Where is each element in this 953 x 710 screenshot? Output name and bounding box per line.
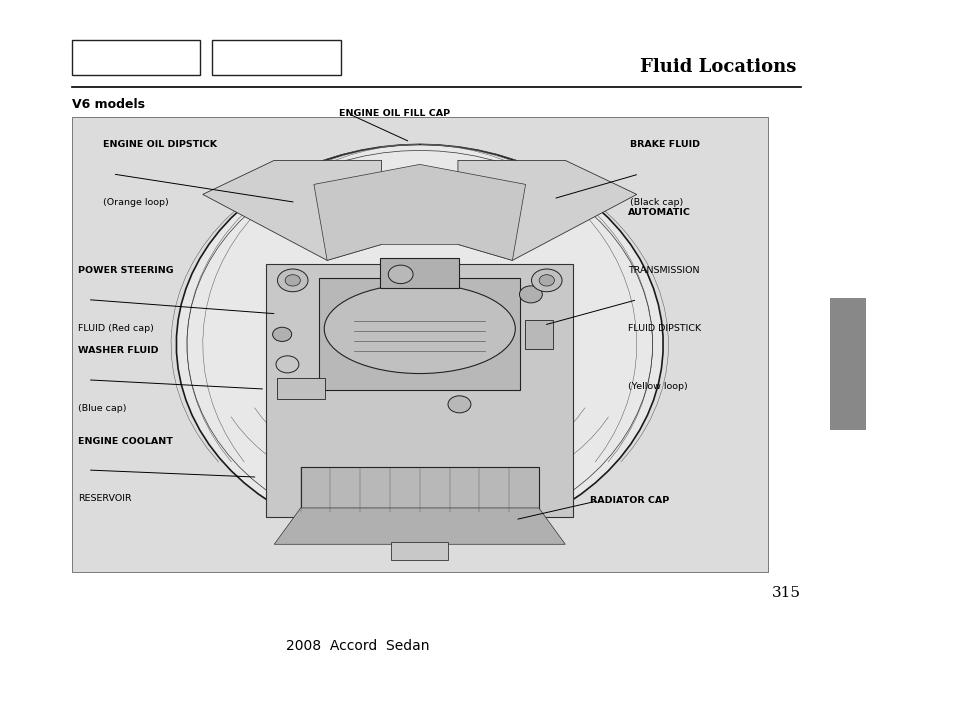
Text: RADIATOR CAP: RADIATOR CAP <box>589 496 668 505</box>
Text: BRAKE FLUID: BRAKE FLUID <box>629 141 699 150</box>
Text: (Orange loop): (Orange loop) <box>103 198 169 207</box>
Polygon shape <box>457 160 636 261</box>
Bar <box>391 542 448 560</box>
Bar <box>829 298 865 430</box>
Text: RESERVOIR: RESERVOIR <box>78 494 132 503</box>
Text: ENGINE OIL DIPSTICK: ENGINE OIL DIPSTICK <box>103 141 216 150</box>
Circle shape <box>519 286 542 303</box>
Text: V6 models: V6 models <box>71 98 145 111</box>
Circle shape <box>277 269 308 292</box>
Circle shape <box>273 327 292 342</box>
Ellipse shape <box>324 284 515 373</box>
Text: 2008  Accord  Sedan: 2008 Accord Sedan <box>286 639 429 653</box>
Circle shape <box>448 395 471 413</box>
Text: FLUID DIPSTICK: FLUID DIPSTICK <box>627 324 700 333</box>
Text: (Yellow loop): (Yellow loop) <box>627 382 687 391</box>
Bar <box>379 258 459 288</box>
Circle shape <box>275 356 298 373</box>
Circle shape <box>388 265 413 283</box>
Text: (Blue cap): (Blue cap) <box>78 404 127 413</box>
Polygon shape <box>274 508 565 545</box>
Text: (Black cap): (Black cap) <box>629 198 682 207</box>
Polygon shape <box>203 160 381 261</box>
Text: ENGINE OIL FILL CAP: ENGINE OIL FILL CAP <box>338 109 449 118</box>
Bar <box>71 117 767 572</box>
Text: Fluid Locations: Fluid Locations <box>639 58 796 76</box>
Bar <box>319 278 519 390</box>
Bar <box>212 40 340 75</box>
Text: 315: 315 <box>772 586 801 600</box>
Circle shape <box>285 275 300 286</box>
Polygon shape <box>314 165 525 261</box>
Text: Maintenance: Maintenance <box>842 330 852 398</box>
Text: TRANSMISSION: TRANSMISSION <box>627 266 699 275</box>
Text: AUTOMATIC: AUTOMATIC <box>627 208 690 217</box>
Bar <box>524 320 553 349</box>
Bar <box>266 264 573 517</box>
Text: POWER STEERING: POWER STEERING <box>78 266 173 275</box>
Circle shape <box>538 275 554 286</box>
Bar <box>300 467 538 513</box>
Bar <box>276 378 324 399</box>
Bar <box>71 40 200 75</box>
Text: WASHER FLUID: WASHER FLUID <box>78 346 158 356</box>
Text: FLUID (Red cap): FLUID (Red cap) <box>78 324 154 333</box>
Circle shape <box>531 269 561 292</box>
Text: ENGINE COOLANT: ENGINE COOLANT <box>78 437 172 446</box>
Polygon shape <box>176 144 662 545</box>
